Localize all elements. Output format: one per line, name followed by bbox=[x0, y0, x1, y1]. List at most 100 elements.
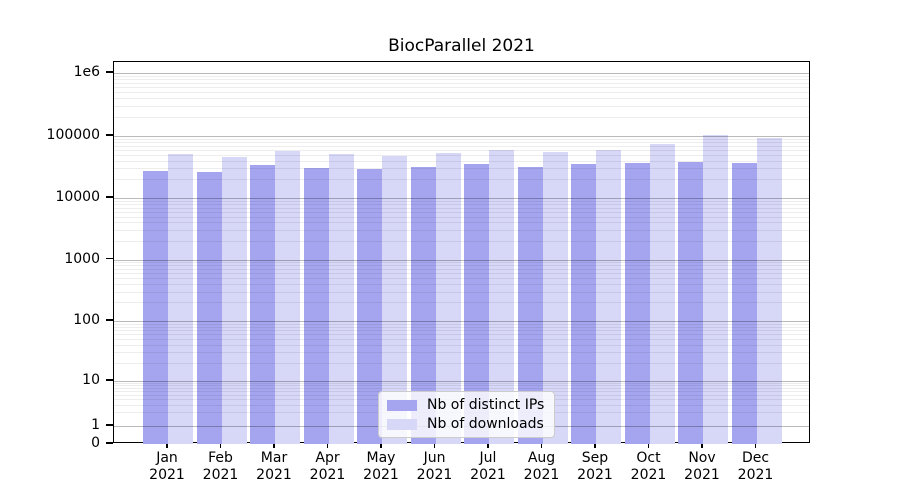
minor-gridline bbox=[114, 138, 809, 140]
minor-gridline bbox=[114, 211, 809, 213]
bar-downloads bbox=[221, 156, 247, 444]
bar-downloads bbox=[275, 150, 300, 444]
y-tick-label: 100000 bbox=[46, 127, 100, 143]
minor-gridline bbox=[114, 330, 809, 332]
y-tick-label: 10 bbox=[82, 372, 100, 388]
x-tick-mark bbox=[326, 443, 329, 448]
minor-gridline bbox=[114, 240, 809, 242]
y-tick-label: 1 bbox=[91, 417, 100, 433]
minor-gridline bbox=[114, 142, 809, 143]
y-tick-label: 0 bbox=[91, 435, 100, 451]
minor-gridline bbox=[114, 82, 809, 84]
minor-gridline bbox=[114, 216, 809, 218]
minor-gridline bbox=[114, 160, 809, 162]
bar-ips bbox=[731, 163, 757, 444]
minor-gridline bbox=[114, 98, 809, 100]
y-tick-mark bbox=[106, 257, 113, 260]
x-tick-mark bbox=[433, 443, 436, 448]
chart-title: BiocParallel 2021 bbox=[388, 36, 535, 56]
bar-ips bbox=[250, 165, 275, 444]
x-tick-mark bbox=[380, 443, 382, 448]
bar-ips bbox=[571, 164, 596, 444]
minor-gridline bbox=[114, 383, 809, 385]
x-tick-mark bbox=[273, 443, 275, 448]
x-tick-label: Feb 2021 bbox=[202, 450, 239, 483]
major-gridline bbox=[114, 259, 809, 261]
bar-ips bbox=[624, 163, 650, 444]
minor-gridline bbox=[114, 179, 809, 181]
bar-ips bbox=[143, 171, 168, 444]
x-tick-label: Jan 2021 bbox=[149, 450, 185, 483]
minor-gridline bbox=[114, 203, 809, 205]
major-gridline bbox=[114, 198, 809, 199]
x-tick-label: Aug 2021 bbox=[523, 450, 560, 483]
minor-gridline bbox=[114, 207, 809, 209]
legend-item-distinct-ips: Nb of distinct IPs bbox=[387, 397, 544, 413]
y-tick-label: 1e6 bbox=[73, 64, 100, 80]
minor-gridline bbox=[114, 200, 809, 202]
minor-gridline bbox=[114, 339, 809, 341]
x-tick-mark bbox=[754, 443, 757, 448]
legend-swatch-downloads bbox=[387, 418, 417, 430]
minor-gridline bbox=[114, 387, 809, 389]
x-tick-mark bbox=[540, 443, 543, 448]
minor-gridline bbox=[114, 334, 809, 336]
major-gridline bbox=[114, 321, 809, 322]
minor-gridline bbox=[114, 326, 809, 328]
minor-gridline bbox=[114, 91, 809, 93]
x-tick-label: Jul 2021 bbox=[470, 450, 506, 483]
minor-gridline bbox=[114, 362, 809, 364]
bar-ips bbox=[303, 168, 329, 444]
major-gridline bbox=[114, 381, 809, 382]
y-tick-label: 100 bbox=[73, 312, 100, 328]
x-tick-label: May 2021 bbox=[363, 450, 399, 483]
minor-gridline bbox=[114, 278, 809, 279]
minor-gridline bbox=[114, 265, 809, 267]
x-tick-mark bbox=[166, 443, 168, 448]
minor-gridline bbox=[114, 145, 809, 147]
y-tick-label: 1000 bbox=[64, 250, 100, 267]
minor-gridline bbox=[114, 269, 809, 271]
bar-downloads bbox=[703, 135, 728, 444]
legend-swatch-distinct-ips bbox=[387, 399, 417, 411]
x-tick-label: Dec 2021 bbox=[737, 450, 774, 483]
bar-downloads bbox=[596, 150, 621, 444]
y-tick-mark bbox=[106, 71, 113, 73]
minor-gridline bbox=[114, 168, 809, 170]
x-tick-label: Nov 2021 bbox=[684, 450, 720, 483]
legend: Nb of distinct IPs Nb of downloads bbox=[378, 391, 556, 438]
legend-label-downloads: Nb of downloads bbox=[427, 416, 544, 432]
y-tick-mark bbox=[106, 424, 113, 426]
minor-gridline bbox=[114, 230, 809, 232]
minor-gridline bbox=[114, 291, 809, 293]
bar-downloads bbox=[328, 154, 354, 444]
minor-gridline bbox=[114, 344, 809, 346]
minor-gridline bbox=[114, 75, 809, 77]
bar-downloads bbox=[168, 154, 193, 444]
minor-gridline bbox=[114, 149, 809, 151]
y-tick-mark bbox=[106, 379, 113, 381]
bar-downloads bbox=[756, 137, 782, 444]
bar-ips bbox=[678, 162, 703, 444]
bar-ips bbox=[196, 172, 222, 444]
x-tick-mark bbox=[647, 443, 650, 448]
x-tick-mark bbox=[594, 443, 596, 448]
minor-gridline bbox=[114, 86, 809, 88]
minor-gridline bbox=[114, 273, 809, 275]
major-gridline bbox=[114, 136, 809, 137]
bar-downloads bbox=[649, 144, 675, 444]
legend-item-downloads: Nb of downloads bbox=[387, 416, 544, 432]
minor-gridline bbox=[114, 323, 809, 325]
minor-gridline bbox=[114, 262, 809, 264]
y-tick-label: 10000 bbox=[55, 189, 100, 205]
minor-gridline bbox=[114, 79, 809, 81]
x-tick-label: Jun 2021 bbox=[416, 450, 453, 483]
x-tick-label: Mar 2021 bbox=[256, 450, 292, 483]
minor-gridline bbox=[114, 302, 809, 304]
minor-gridline bbox=[114, 222, 809, 224]
x-tick-label: Apr 2021 bbox=[309, 450, 346, 483]
minor-gridline bbox=[114, 154, 809, 156]
y-tick-mark bbox=[106, 442, 113, 444]
y-tick-mark bbox=[106, 319, 113, 321]
